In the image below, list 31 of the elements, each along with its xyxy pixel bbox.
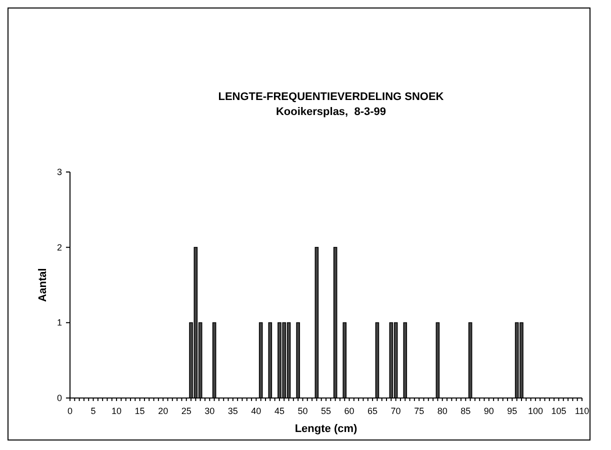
x-tick-label: 55 — [320, 406, 332, 416]
y-tick-label: 0 — [56, 393, 62, 403]
x-tick-label: 20 — [158, 406, 168, 416]
y-tick-label: 1 — [56, 318, 62, 328]
x-tick-label: 90 — [484, 406, 494, 416]
x-tick-label: 15 — [134, 406, 145, 416]
x-tick-label: 70 — [390, 406, 401, 416]
x-tick-label: 35 — [228, 406, 238, 416]
x-tick-label: 50 — [298, 406, 308, 416]
x-tick-label: 75 — [414, 406, 424, 416]
x-axis-title: Lengte (cm) — [294, 423, 358, 435]
x-tick-label: 40 — [251, 406, 262, 416]
y-axis-title: Aantal — [37, 268, 49, 302]
chart-title: LENGTE-FREQUENTIEVERDELING SNOEK — [218, 91, 444, 103]
chart-subtitle: Kooikersplas, 8-3-99 — [276, 106, 386, 118]
x-tick-label: 25 — [181, 406, 192, 416]
x-tick-label: 30 — [204, 406, 215, 416]
x-tick-label: 80 — [437, 406, 448, 416]
x-tick-label: 100 — [528, 406, 543, 416]
x-tick-label: 10 — [112, 406, 122, 416]
x-tick-label: 65 — [368, 406, 378, 416]
x-tick-label: 105 — [551, 406, 566, 416]
x-tick-label: 60 — [344, 406, 354, 416]
y-tick-label: 2 — [56, 242, 62, 252]
x-tick-label: 5 — [90, 406, 96, 416]
x-tick-label: 45 — [274, 406, 284, 416]
x-tick-label: 85 — [460, 406, 471, 416]
x-tick-label: 95 — [507, 406, 518, 416]
x-tick-label: 0 — [67, 406, 73, 416]
y-tick-label: 3 — [56, 167, 62, 177]
x-tick-label: 110 — [574, 406, 590, 416]
